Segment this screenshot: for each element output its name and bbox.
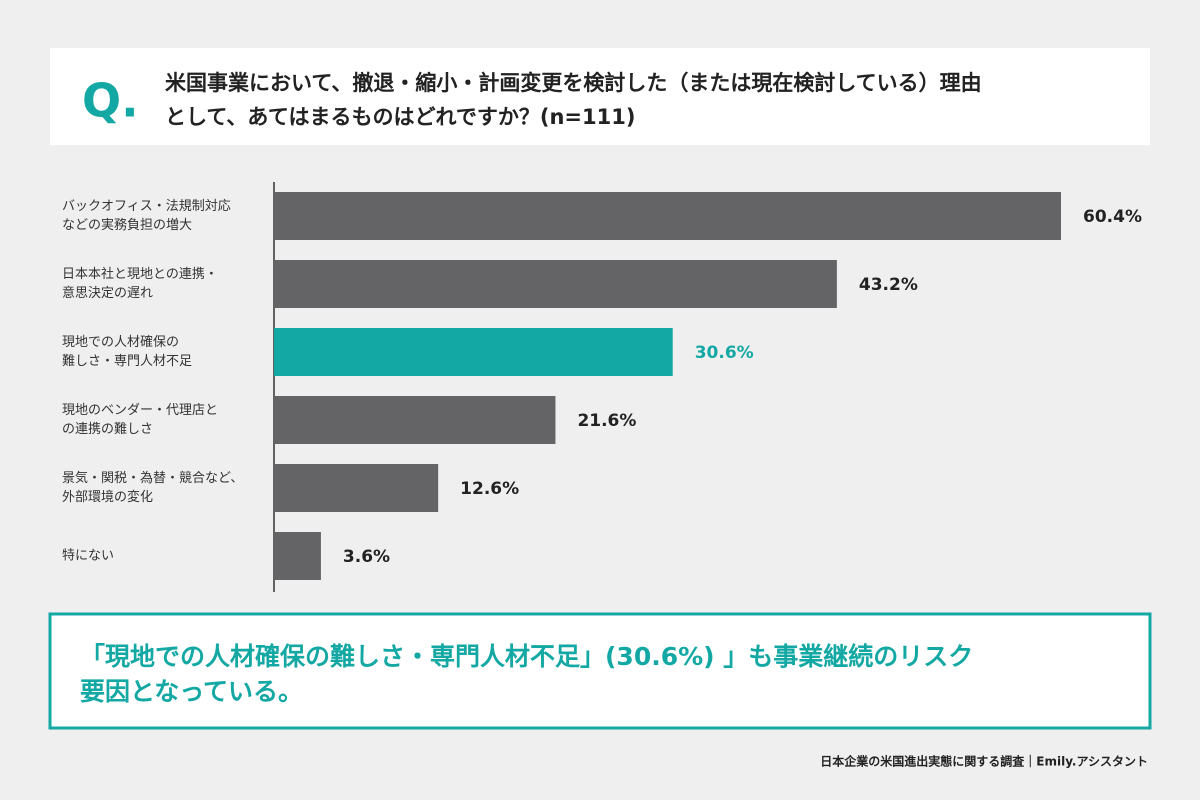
category-label: 景気・関税・為替・競合など、 — [62, 470, 243, 486]
annotation: 「現地での人材確保の難しさ・専門人材不足」(30.6%) 」も事業継続のリスク — [80, 642, 973, 671]
category-label: 外部環境の変化 — [62, 489, 153, 505]
category-label: 現地での人材確保の — [62, 334, 179, 350]
category-label: 特にない — [62, 549, 114, 564]
category-label: 現地のベンダー・代理店と — [62, 403, 218, 418]
bar — [274, 396, 556, 444]
bar — [274, 192, 1061, 240]
chart-title: 米国事業において、撤退・縮小・計画変更を検討した（または現在検討している）理由 — [165, 71, 982, 95]
bar — [274, 260, 837, 308]
bar — [274, 328, 673, 376]
category-label: の連携の難しさ — [62, 421, 153, 437]
category-label: 日本本社と現地との連携・ — [62, 266, 218, 282]
question-mark: Q. — [82, 74, 139, 128]
bar — [274, 464, 439, 512]
value-label: 21.6% — [577, 411, 636, 431]
value-label: 3.6% — [343, 547, 390, 567]
value-label: 30.6% — [695, 343, 754, 363]
value-label: 12.6% — [460, 479, 519, 499]
category-label: バックオフィス・法規制対応 — [62, 199, 231, 214]
category-label: 難しさ・専門人材不足 — [62, 354, 192, 369]
category-label: 意思決定の遅れ — [62, 285, 153, 301]
chart-title: として、あてはまるものはどれですか？(n=111) — [165, 105, 635, 129]
value-label: 43.2% — [859, 275, 918, 295]
source: 日本企業の米国進出実態に関する調査｜Emily.アシスタント — [820, 754, 1148, 769]
value-label: 60.4% — [1083, 207, 1142, 227]
category-label: などの実務負担の増大 — [62, 217, 192, 233]
annotation-box — [48, 612, 1152, 730]
bar — [274, 532, 321, 580]
title-box — [50, 48, 1150, 145]
annotation: 要因となっている。 — [80, 677, 303, 706]
